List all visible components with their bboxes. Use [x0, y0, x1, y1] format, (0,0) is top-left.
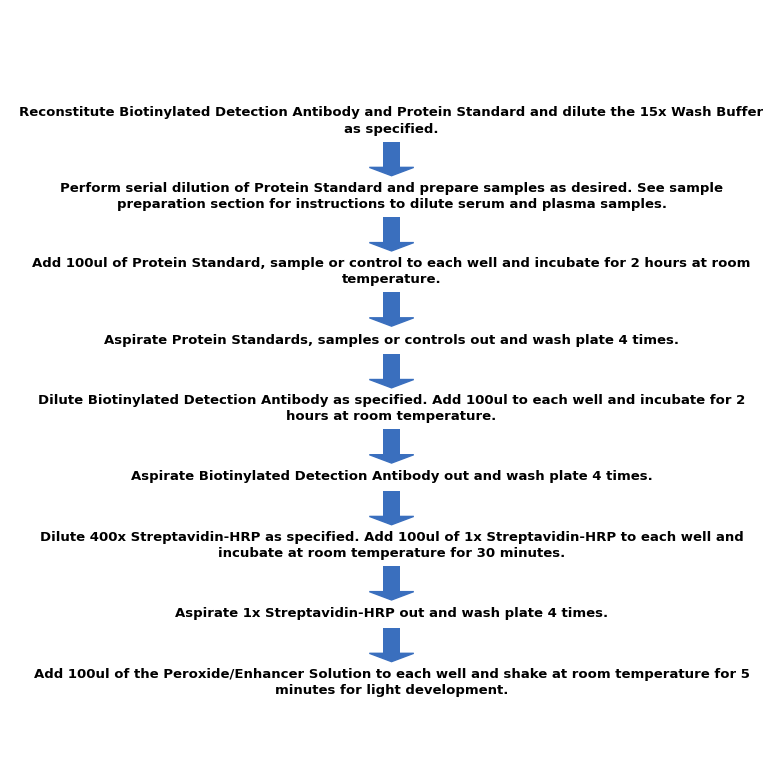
Polygon shape: [369, 516, 414, 525]
FancyBboxPatch shape: [384, 490, 400, 516]
Text: Reconstitute Biotinylated Detection Antibody and Protein Standard and dilute the: Reconstitute Biotinylated Detection Anti…: [20, 106, 763, 136]
Polygon shape: [369, 318, 414, 326]
Text: Dilute Biotinylated Detection Antibody as specified. Add 100ul to each well and : Dilute Biotinylated Detection Antibody a…: [38, 393, 745, 423]
Text: Aspirate 1x Streptavidin-HRP out and wash plate 4 times.: Aspirate 1x Streptavidin-HRP out and was…: [175, 607, 608, 620]
Polygon shape: [369, 591, 414, 600]
Polygon shape: [369, 380, 414, 388]
Polygon shape: [369, 167, 414, 176]
FancyBboxPatch shape: [384, 293, 400, 318]
FancyBboxPatch shape: [384, 429, 400, 455]
Polygon shape: [369, 455, 414, 463]
FancyBboxPatch shape: [384, 628, 400, 653]
Polygon shape: [369, 243, 414, 251]
Text: Aspirate Biotinylated Detection Antibody out and wash plate 4 times.: Aspirate Biotinylated Detection Antibody…: [131, 471, 652, 484]
FancyBboxPatch shape: [384, 566, 400, 591]
FancyBboxPatch shape: [384, 217, 400, 243]
Polygon shape: [369, 653, 414, 662]
FancyBboxPatch shape: [384, 354, 400, 380]
Text: Add 100ul of the Peroxide/Enhancer Solution to each well and shake at room tempe: Add 100ul of the Peroxide/Enhancer Solut…: [34, 668, 749, 697]
Text: Dilute 400x Streptavidin-HRP as specified. Add 100ul of 1x Streptavidin-HRP to e: Dilute 400x Streptavidin-HRP as specifie…: [40, 531, 743, 560]
Text: Aspirate Protein Standards, samples or controls out and wash plate 4 times.: Aspirate Protein Standards, samples or c…: [104, 334, 679, 347]
Text: Perform serial dilution of Protein Standard and prepare samples as desired. See : Perform serial dilution of Protein Stand…: [60, 182, 723, 211]
FancyBboxPatch shape: [384, 142, 400, 167]
Text: Add 100ul of Protein Standard, sample or control to each well and incubate for 2: Add 100ul of Protein Standard, sample or…: [32, 257, 751, 286]
